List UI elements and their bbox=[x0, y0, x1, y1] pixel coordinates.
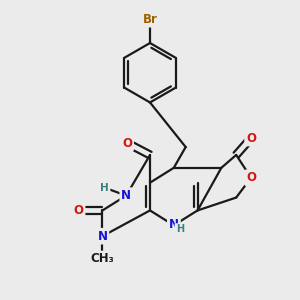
Text: N: N bbox=[98, 230, 107, 243]
Text: O: O bbox=[246, 132, 256, 145]
Text: N: N bbox=[121, 189, 131, 202]
Text: H: H bbox=[176, 224, 184, 234]
Text: Br: Br bbox=[142, 13, 158, 26]
Text: N: N bbox=[169, 219, 179, 232]
Text: O: O bbox=[122, 136, 132, 150]
Text: CH₃: CH₃ bbox=[91, 253, 114, 266]
Text: N: N bbox=[169, 218, 179, 231]
Text: O: O bbox=[74, 204, 84, 217]
Text: H: H bbox=[100, 183, 109, 193]
Text: O: O bbox=[246, 171, 256, 184]
